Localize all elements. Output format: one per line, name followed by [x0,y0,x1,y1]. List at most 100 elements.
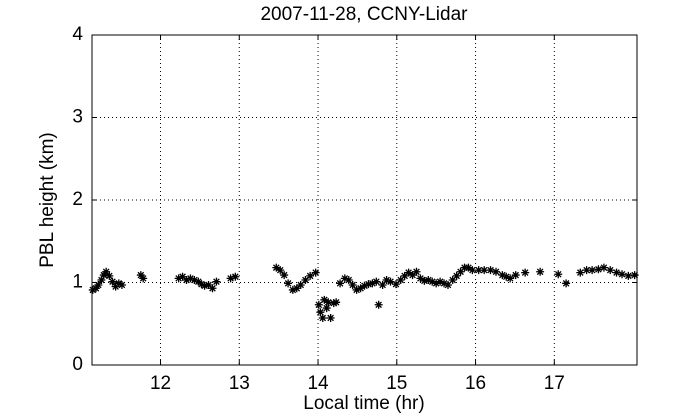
data-point [136,271,145,280]
y-axis-label: PBL height (km) [37,132,58,268]
data-point [231,272,240,281]
data-point [374,300,383,309]
data-point [378,280,387,289]
data-point [288,285,297,294]
data-point [360,281,369,290]
data-point [599,263,608,272]
data-point [576,268,585,277]
data-point [364,280,373,289]
data-point [186,274,195,283]
data-point [200,281,209,290]
data-point [348,280,357,289]
data-point [386,277,395,286]
data-point [452,271,461,280]
data-point [226,274,235,283]
data-point [204,280,213,289]
data-point [443,280,452,289]
plot-frame [91,34,638,366]
data-point [197,280,206,289]
data-point [296,280,305,289]
data-point [612,268,621,277]
data-point [105,271,114,280]
data-point [306,271,315,280]
data-point [416,274,425,283]
data-point [97,276,106,285]
chart-title: 2007-11-28, CCNY-Lidar [260,4,468,25]
data-point [594,265,603,274]
data-point [396,276,405,285]
x-tick-label: 14 [307,373,329,394]
x-axis-label: Local time (hr) [303,393,424,414]
data-point [412,267,421,276]
data-point [456,267,465,276]
data-point [521,268,530,277]
data-point [420,276,429,285]
data-point [292,284,301,293]
data-point [464,263,473,272]
x-tick-label: 15 [386,373,407,394]
data-point [368,279,377,288]
data-point [182,276,191,285]
data-point [178,272,187,281]
data-point [320,295,329,304]
data-point [606,266,615,275]
data-point [111,282,120,291]
data-point [352,285,361,294]
data-point [624,271,633,280]
data-point [91,284,100,293]
data-point [340,274,349,283]
data-point [511,271,520,280]
data-point [536,267,545,276]
data-point [108,277,117,286]
data-point [280,271,289,280]
data-point [502,272,511,281]
data-point [392,280,401,289]
data-point [344,276,353,285]
data-point [436,277,445,286]
data-point [311,268,320,277]
data-point [618,270,627,279]
data-point [468,266,477,275]
data-point [88,285,97,294]
data-point [326,313,335,322]
data-point [506,274,515,283]
data-point [284,279,293,288]
data-point [301,276,310,285]
data-point [316,308,325,317]
data-point [272,263,281,272]
data-point [99,271,108,280]
y-tick-label: 4 [72,24,83,45]
x-tick-label: 17 [544,373,565,394]
data-point [94,280,103,289]
data-point [190,276,199,285]
data-point [329,299,338,308]
data-point [314,300,323,309]
data-point [562,279,571,288]
data-point [630,271,639,280]
y-tick-label: 1 [72,272,83,293]
data-point [440,279,449,288]
y-tick-label: 2 [72,189,83,210]
data-point [400,271,409,280]
data-point [582,266,591,275]
data-point [424,276,433,285]
data-point [498,271,507,280]
data-point [448,276,457,285]
data-point [114,279,123,288]
data-point [208,284,217,293]
x-tick-label: 16 [465,373,486,394]
data-point [139,274,148,283]
data-point [318,313,327,322]
data-point [474,266,483,275]
data-point [117,280,126,289]
data-point [336,279,345,288]
data-point [276,266,285,275]
data-point [356,284,365,293]
x-tick-label: 12 [150,373,171,394]
data-point [212,277,221,286]
data-point [382,276,391,285]
data-point [332,298,341,307]
data-point [324,298,333,307]
